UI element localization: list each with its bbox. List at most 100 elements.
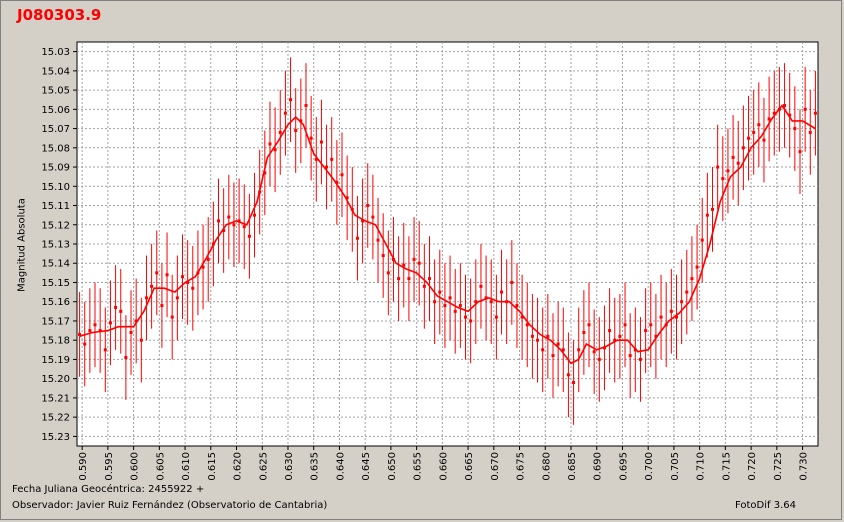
data-point xyxy=(407,277,411,281)
x-tick-label: 0.625 xyxy=(258,452,269,481)
data-point xyxy=(489,300,493,304)
data-point xyxy=(93,323,97,327)
y-tick-label: 15.14 xyxy=(41,259,70,270)
data-point xyxy=(716,165,720,169)
data-point xyxy=(165,273,169,277)
data-point xyxy=(597,357,601,361)
y-tick-label: 15.21 xyxy=(41,393,70,404)
data-point xyxy=(263,171,267,175)
data-point xyxy=(191,286,195,290)
data-point xyxy=(479,284,483,288)
data-point xyxy=(808,130,812,134)
data-point xyxy=(659,315,663,319)
y-tick-label: 15.10 xyxy=(41,182,70,193)
data-point xyxy=(304,103,308,107)
data-point xyxy=(98,329,102,333)
data-point xyxy=(813,111,817,115)
data-point xyxy=(258,190,262,194)
data-point xyxy=(726,169,730,173)
data-point xyxy=(160,304,164,308)
data-point xyxy=(232,223,236,227)
data-point xyxy=(124,356,128,360)
data-point xyxy=(536,338,540,342)
data-point xyxy=(103,348,107,352)
x-tick-label: 0.700 xyxy=(644,452,655,481)
x-tick-label: 0.730 xyxy=(799,452,810,481)
data-point xyxy=(674,315,678,319)
data-point xyxy=(78,332,82,336)
data-point xyxy=(525,323,529,327)
data-point xyxy=(690,277,694,281)
data-point xyxy=(170,315,174,319)
data-point xyxy=(242,225,246,229)
data-point xyxy=(561,348,565,352)
data-point xyxy=(752,130,756,134)
y-tick-label: 15.03 xyxy=(41,47,70,58)
x-tick-label: 0.635 xyxy=(310,452,321,481)
data-point xyxy=(206,257,210,261)
data-point xyxy=(283,111,287,115)
observer-label: Observador: Javier Ruiz Fernández (Obser… xyxy=(12,500,328,511)
x-tick-label: 0.600 xyxy=(130,452,141,481)
data-point xyxy=(680,300,684,304)
data-point xyxy=(361,219,365,223)
data-point xyxy=(247,234,251,238)
y-tick-label: 15.20 xyxy=(41,374,70,385)
x-tick-label: 0.605 xyxy=(155,452,166,481)
data-point xyxy=(222,229,226,233)
data-point xyxy=(741,146,745,150)
data-point xyxy=(484,296,488,300)
data-point xyxy=(736,161,740,165)
x-tick-label: 0.655 xyxy=(413,452,424,481)
x-tick-label: 0.650 xyxy=(387,452,398,481)
data-point xyxy=(458,304,462,308)
data-point xyxy=(371,215,375,219)
data-point xyxy=(108,321,112,325)
data-point xyxy=(294,128,298,132)
data-point xyxy=(402,263,406,267)
data-point xyxy=(757,123,761,127)
data-point xyxy=(325,165,329,169)
data-point xyxy=(237,219,241,223)
data-point xyxy=(438,290,442,294)
data-point xyxy=(139,338,143,342)
data-point xyxy=(227,215,231,219)
data-point xyxy=(788,113,792,117)
data-point xyxy=(381,254,385,258)
x-tick-label: 0.695 xyxy=(618,452,629,481)
y-tick-label: 15.23 xyxy=(41,432,70,443)
data-point xyxy=(201,265,205,269)
y-tick-label: 15.09 xyxy=(41,163,70,174)
data-point xyxy=(638,357,642,361)
data-point xyxy=(500,290,504,294)
data-point xyxy=(520,315,524,319)
data-point xyxy=(618,334,622,338)
data-point xyxy=(592,350,596,354)
data-point xyxy=(772,111,776,115)
data-point xyxy=(721,177,725,181)
data-point xyxy=(196,271,200,275)
y-tick-label: 15.18 xyxy=(41,336,70,347)
x-tick-label: 0.645 xyxy=(361,452,372,481)
data-point xyxy=(762,138,766,142)
data-point xyxy=(340,173,344,177)
data-point xyxy=(705,213,709,217)
x-tick-label: 0.710 xyxy=(696,452,707,481)
y-tick-label: 15.05 xyxy=(41,86,70,97)
data-point xyxy=(695,265,699,269)
data-point xyxy=(412,257,416,261)
data-point xyxy=(433,300,437,304)
data-point xyxy=(582,330,586,334)
x-tick-label: 0.595 xyxy=(104,452,115,481)
y-tick-label: 15.12 xyxy=(41,220,70,231)
data-point xyxy=(335,180,339,184)
data-point xyxy=(777,107,781,111)
data-point xyxy=(397,277,401,281)
data-point xyxy=(391,257,395,261)
data-point xyxy=(747,136,751,140)
data-point xyxy=(633,348,637,352)
data-point xyxy=(783,103,787,107)
data-point xyxy=(649,323,653,327)
data-point xyxy=(453,309,457,313)
x-tick-label: 0.615 xyxy=(207,452,218,481)
